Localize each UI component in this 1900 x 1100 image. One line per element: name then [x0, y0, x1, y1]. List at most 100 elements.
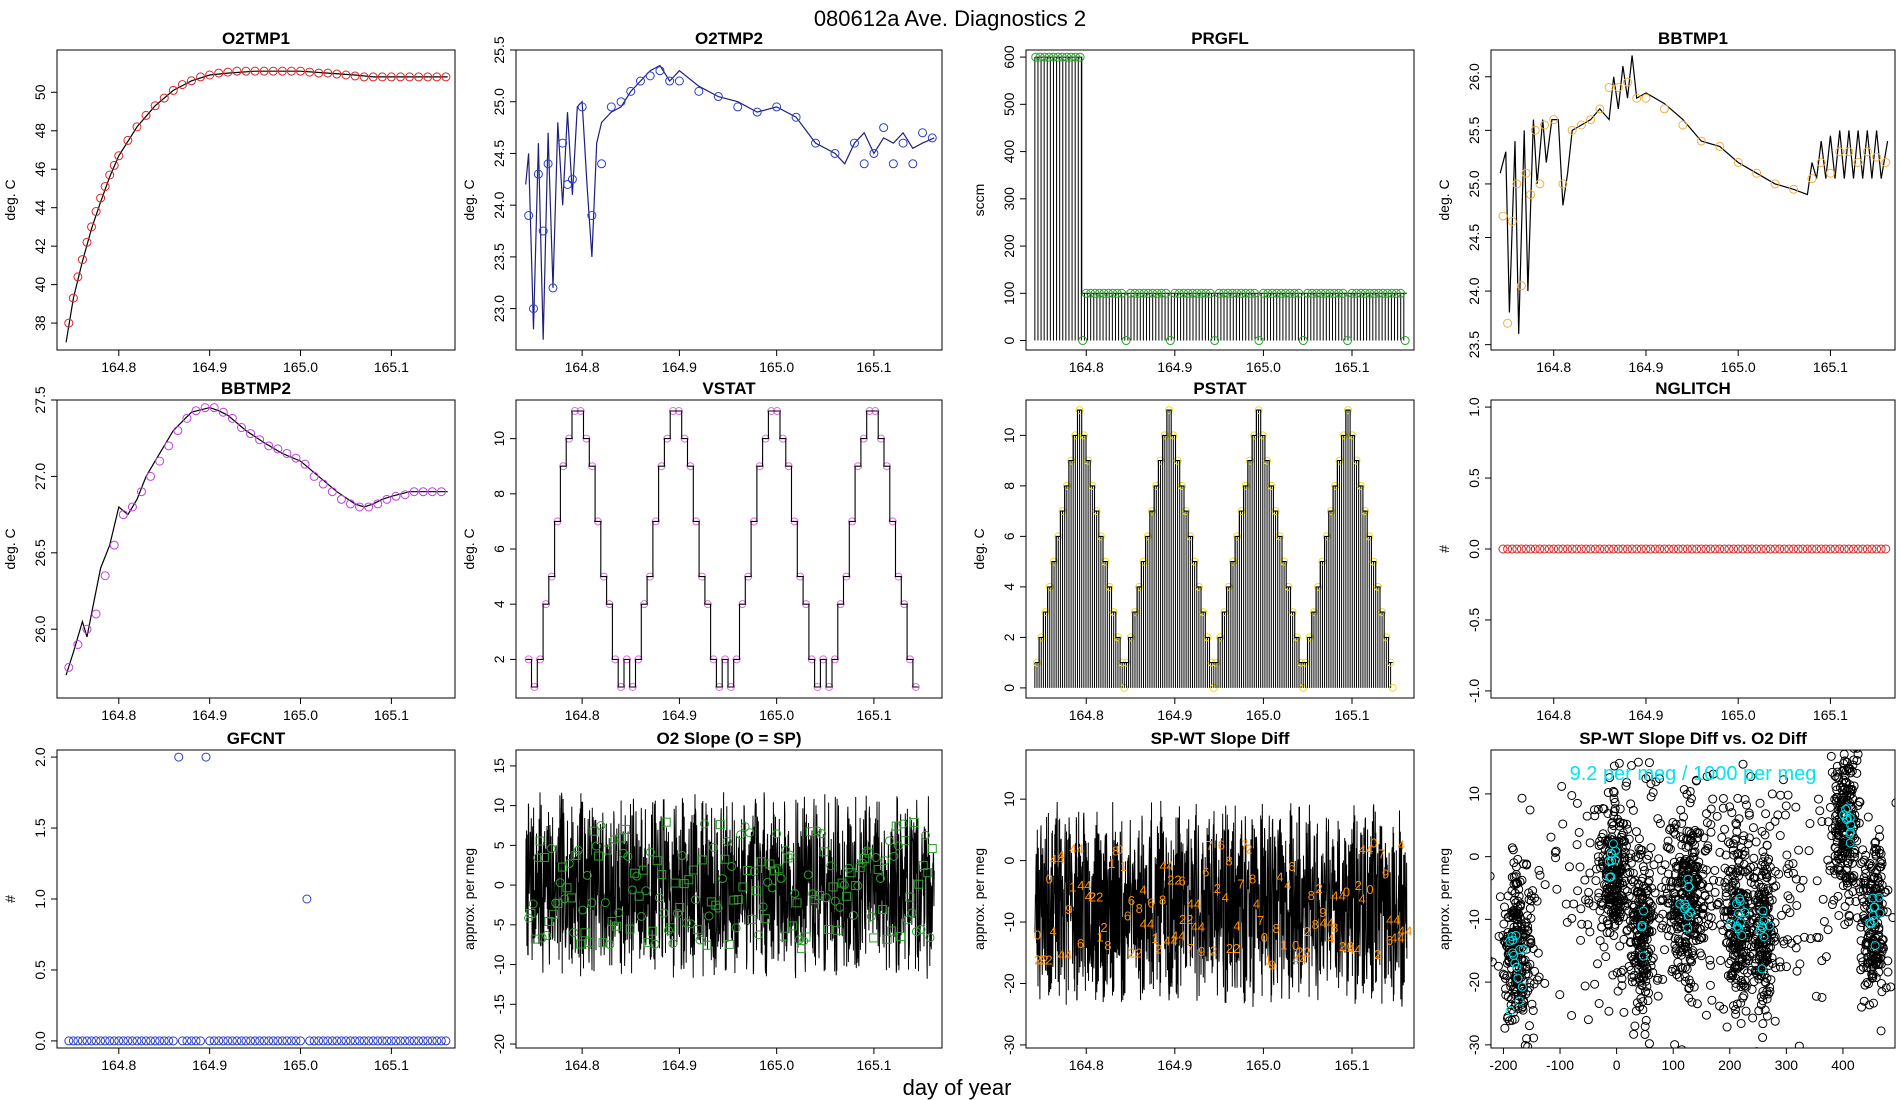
data-point: [553, 517, 562, 526]
data-point: [1516, 544, 1526, 554]
data-point: [1606, 894, 1616, 904]
data-point: [900, 600, 909, 609]
data-point: [796, 572, 805, 581]
data-point: [1517, 982, 1527, 992]
data-point: [1382, 288, 1392, 298]
data-point: [73, 1036, 83, 1046]
data-point: [1586, 544, 1596, 554]
data-point: [146, 471, 156, 481]
data-point: [1849, 755, 1859, 765]
data-point: [1627, 544, 1637, 554]
data-point: [686, 919, 696, 929]
data-point: [1644, 970, 1654, 980]
data-point: [1838, 723, 1846, 731]
panel-title: SP-WT Slope Diff vs. O2 Diff: [1579, 729, 1807, 748]
data-point: [1817, 992, 1827, 1002]
data-point: [1671, 819, 1681, 829]
data-point: [657, 870, 667, 880]
data-point: [96, 193, 106, 203]
data-point: [218, 1036, 228, 1046]
data-point: [174, 752, 184, 762]
data-point: [1246, 456, 1255, 465]
data-point: [1509, 989, 1519, 999]
data-point: [1852, 750, 1862, 753]
data-point: [1827, 767, 1837, 777]
data-point: [87, 222, 97, 232]
data-point: [1679, 785, 1689, 795]
data-point: [364, 502, 374, 512]
data-point: [159, 93, 169, 103]
data-point: [869, 148, 879, 158]
x-tick-label: 165.0: [1246, 359, 1281, 375]
data-point: [405, 1036, 415, 1046]
data-point: [1646, 843, 1656, 853]
data-point: [1872, 152, 1882, 162]
data-point: [1505, 936, 1515, 946]
data-point: [1267, 481, 1276, 490]
data-point: [1594, 841, 1604, 851]
data-point: [1690, 893, 1700, 903]
data-point: [1853, 801, 1863, 811]
data-point: [1690, 865, 1700, 875]
data-point: [1365, 288, 1375, 298]
data-point: [724, 939, 734, 949]
data-point: [894, 572, 903, 581]
data-label: 22: [1034, 952, 1048, 967]
data-point: [1609, 794, 1619, 804]
data-point: [1378, 288, 1388, 298]
data-point: [1863, 812, 1873, 822]
data-point: [1348, 431, 1357, 440]
data-point: [1648, 787, 1658, 797]
data-point: [114, 151, 124, 161]
data-point: [1626, 1050, 1634, 1058]
data-point: [830, 896, 840, 906]
data-point: [173, 426, 183, 436]
data-point: [1686, 978, 1696, 988]
data-point: [1868, 874, 1878, 884]
data-point: [1840, 771, 1850, 781]
data-point: [1839, 544, 1849, 554]
data-point: [1684, 984, 1694, 994]
x-tick-label: 164.9: [1157, 1057, 1192, 1073]
data-point: [1515, 901, 1525, 911]
data-point: [1603, 788, 1613, 798]
data-point: [1729, 963, 1739, 973]
data-label: 8: [1308, 888, 1315, 903]
data-point: [1250, 431, 1259, 440]
data-point: [1526, 544, 1536, 554]
data-point: [1734, 942, 1744, 952]
data-point: [1567, 1010, 1577, 1020]
data-point: [1655, 544, 1665, 554]
data-point: [1584, 895, 1594, 905]
data-point: [1045, 582, 1054, 591]
data-point: [1678, 120, 1688, 130]
data-point: [1157, 288, 1167, 298]
data-point: [1586, 115, 1596, 125]
data-point: [1794, 845, 1804, 855]
data-point: [1815, 806, 1825, 816]
data-point: [877, 434, 886, 443]
data-label: 1: [1069, 879, 1076, 894]
plot-data: [1498, 55, 1891, 334]
data-point: [264, 1036, 274, 1046]
data-point: [109, 1036, 119, 1046]
data-point: [674, 76, 684, 86]
data-point: [1672, 949, 1682, 959]
data-point: [277, 1036, 287, 1046]
data-point: [1573, 886, 1583, 896]
data-point: [1521, 969, 1531, 979]
data-point: [1730, 835, 1740, 845]
data-point: [1318, 557, 1327, 566]
data-point: [1581, 544, 1591, 554]
data-point: [1618, 965, 1628, 975]
data-point: [1755, 798, 1765, 808]
data-point: [1738, 954, 1748, 964]
data-point: [168, 85, 178, 95]
data-point: [1795, 959, 1805, 969]
data-point: [1567, 790, 1577, 800]
data-point: [1263, 456, 1272, 465]
data-point: [1343, 336, 1353, 346]
data-point: [530, 682, 539, 691]
data-point: [1727, 808, 1737, 818]
data-point: [578, 905, 588, 915]
